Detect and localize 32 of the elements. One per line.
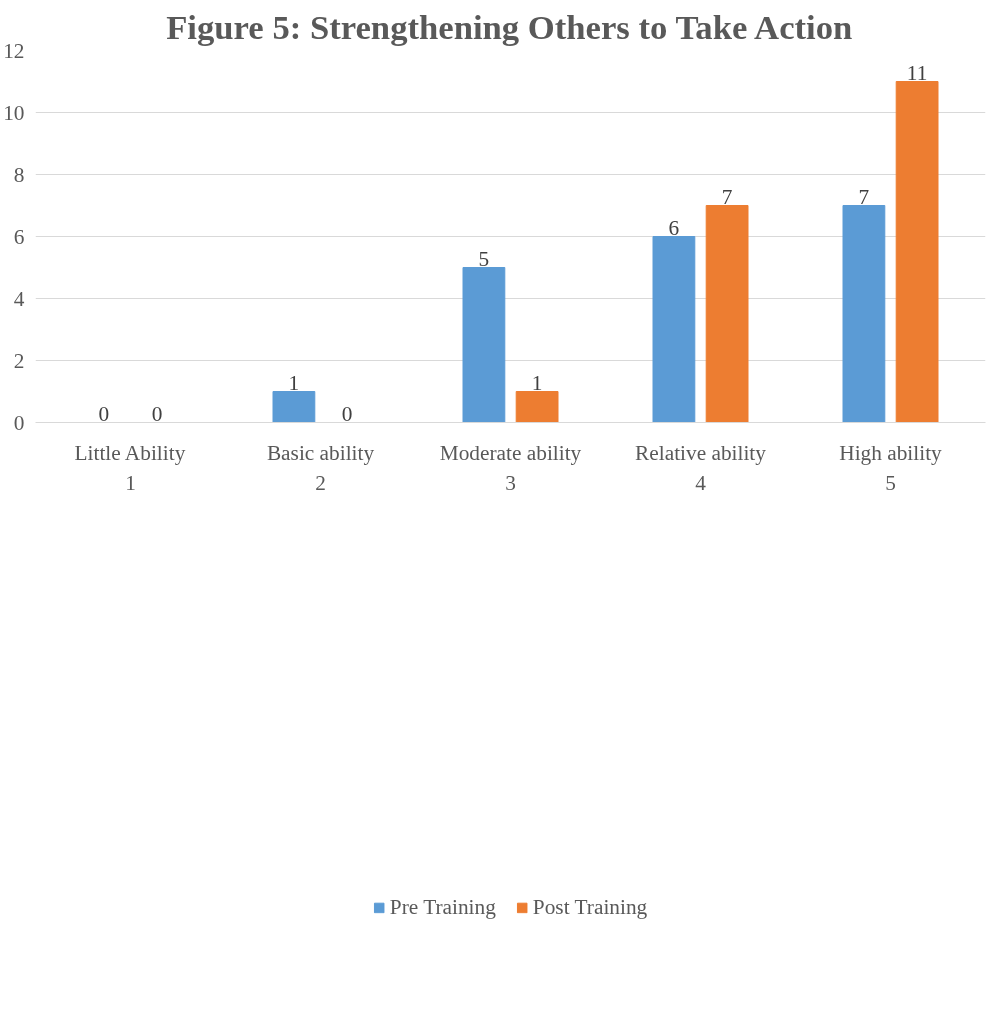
category-label: Basic ability 2 [266, 440, 375, 495]
legend-label: Pre Training [389, 894, 496, 920]
bar [705, 205, 749, 423]
bar [895, 81, 939, 423]
y-tick-label: 8 [13, 162, 25, 187]
data-label: 7 [858, 184, 870, 209]
data-label: 5 [478, 246, 490, 271]
y-tick-label: 4 [13, 286, 25, 311]
category-label: Relative ability 4 [635, 440, 766, 495]
y-tick-label: 2 [13, 348, 25, 373]
bar [462, 267, 506, 423]
data-label: 7 [721, 184, 733, 209]
data-label: 0 [98, 401, 110, 426]
data-label: 6 [668, 215, 680, 240]
bar [515, 391, 559, 423]
y-tick-label: 10 [3, 100, 25, 125]
legend-label: Post Training [532, 894, 648, 920]
category-label: High ability 5 [839, 440, 942, 495]
category-label: Little Ability 1 [74, 440, 186, 495]
data-label: 1 [288, 370, 300, 395]
data-label: 0 [151, 401, 163, 426]
y-tick-label: 6 [13, 224, 25, 249]
y-tick-label: 12 [3, 38, 25, 63]
data-label: 1 [531, 370, 543, 395]
bar [272, 391, 316, 423]
bar [652, 236, 696, 423]
data-label: 11 [906, 60, 928, 85]
data-label: 0 [341, 401, 353, 426]
bar [842, 205, 886, 423]
category-label: Moderate ability 3 [439, 440, 582, 495]
y-tick-label: 0 [13, 410, 25, 435]
chart-title: Figure 5: Strengthening Others to Take Action [166, 7, 853, 46]
